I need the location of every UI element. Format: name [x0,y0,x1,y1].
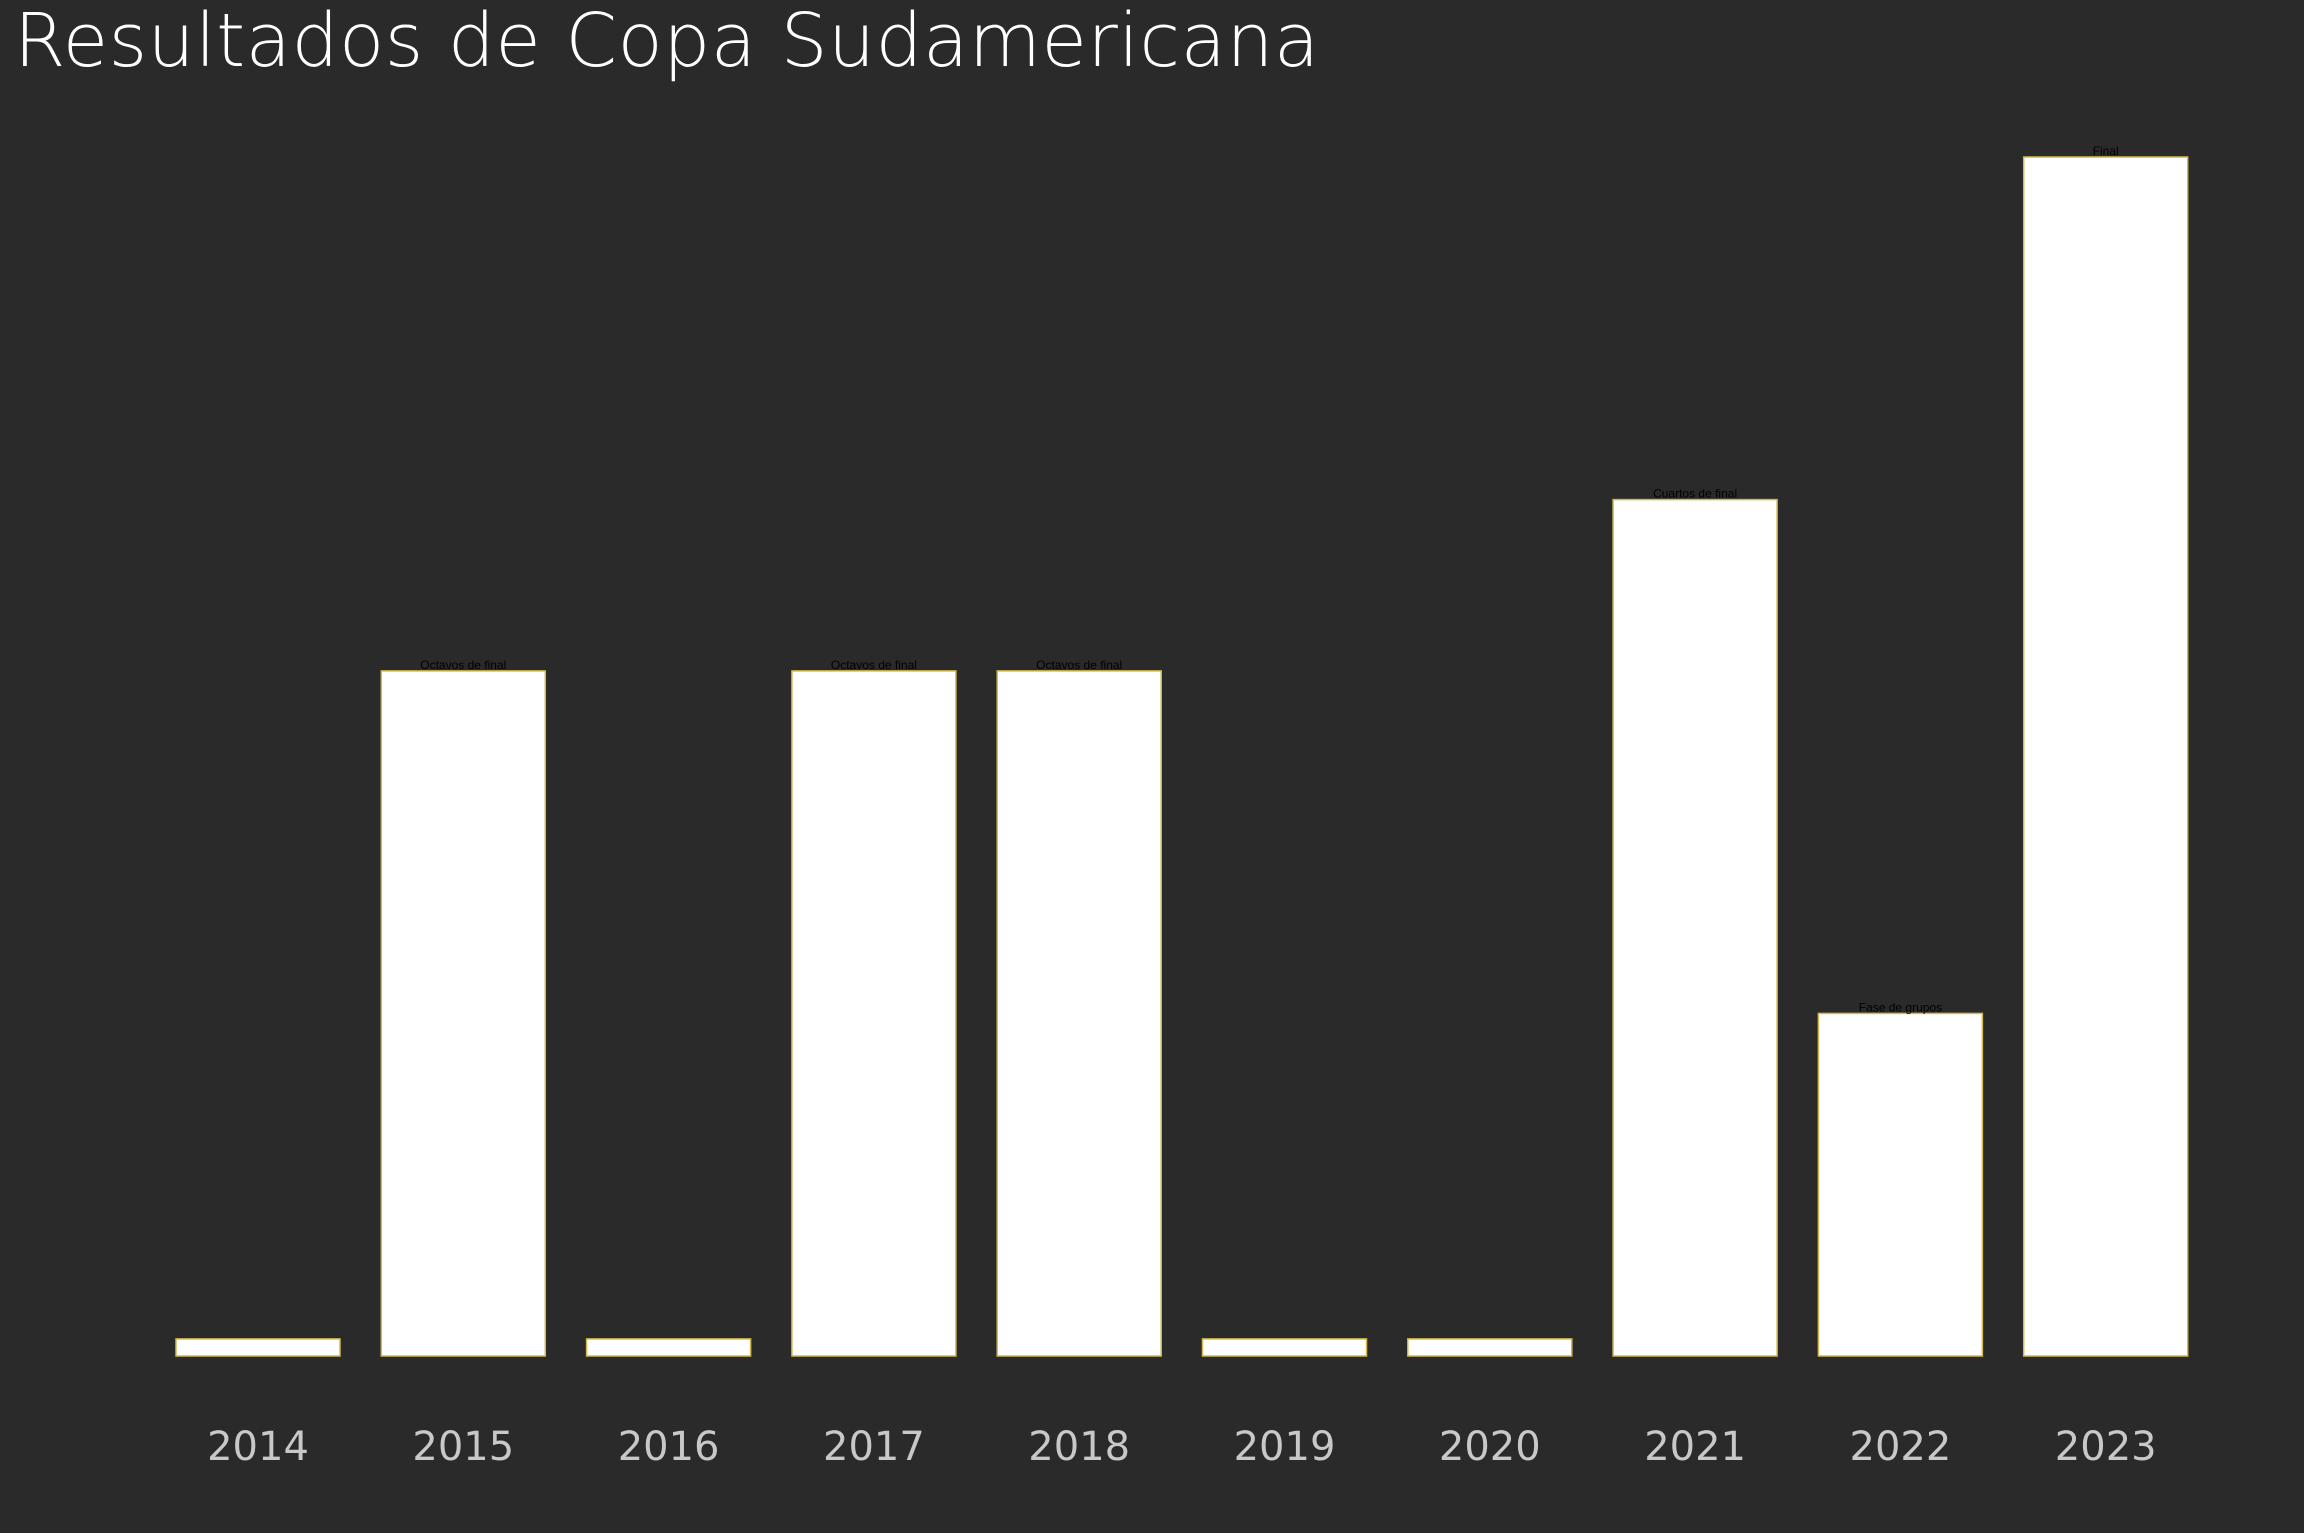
bar-label-2018: Octavos de final [1036,658,1122,672]
bar-2023 [2022,156,2189,1357]
bars-layer [175,156,2189,1357]
x-ticks-layer: 2014 2015 2016 2017 2018 2019 2020 2021 2022 2023 [207,1424,2156,1470]
bar-label-2023: Final [2093,144,2119,158]
bar-label-2021: Cuartos de final [1653,487,1737,501]
bar-2022 [1817,1012,1984,1357]
bar-label-2022: Fase de grupos [1859,1000,1942,1014]
x-tick-label-2021: 2021 [1644,1424,1746,1470]
bar-2018 [996,670,1162,1357]
bar-2017 [791,670,957,1357]
bar-label-2015: Octavos de final [420,658,506,672]
x-tick-label-2019: 2019 [1234,1424,1336,1470]
bar-2019 [1201,1338,1368,1357]
bar-2014 [175,1338,341,1357]
x-tick-label-2023: 2023 [2055,1424,2157,1470]
x-tick-label-2017: 2017 [823,1424,925,1470]
x-tick-label-2014: 2014 [207,1424,309,1470]
bar-labels-layer: Octavos de final Octavos de final Octavos … [420,144,2118,1014]
bar-2021 [1612,498,1778,1357]
x-tick-label-2015: 2015 [412,1424,514,1470]
x-tick-label-2016: 2016 [618,1424,720,1470]
bar-label-2017: Octavos de final [831,658,917,672]
x-tick-label-2018: 2018 [1028,1424,1130,1470]
x-tick-label-2022: 2022 [1850,1424,1952,1470]
x-tick-label-2020: 2020 [1439,1424,1541,1470]
bar-2015 [380,670,547,1357]
bar-2020 [1407,1338,1573,1357]
bar-2016 [585,1338,752,1357]
chart-title: Resultados de Copa Sudamericana [14,0,1320,84]
